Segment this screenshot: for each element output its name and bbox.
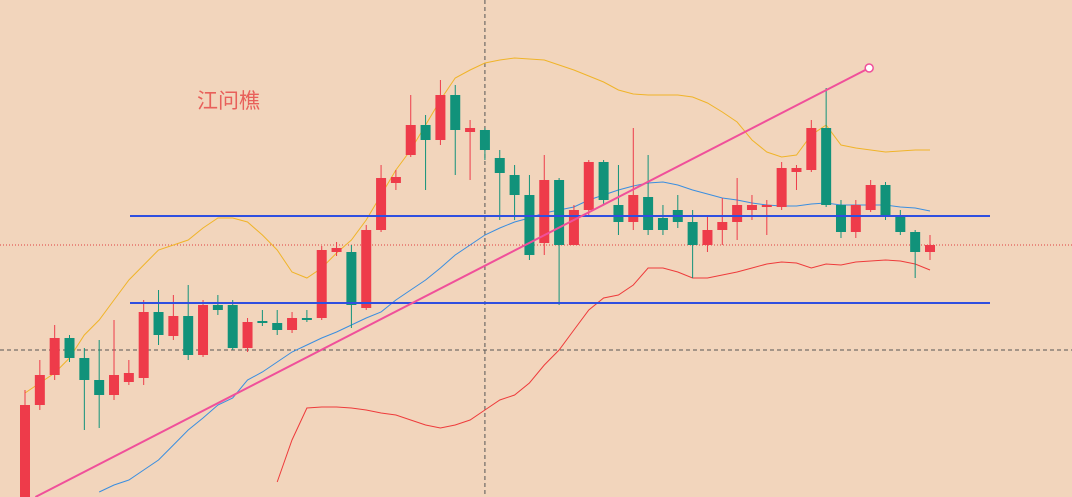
candle-body <box>554 180 565 245</box>
candle-body <box>49 338 60 375</box>
candle-body <box>865 185 876 210</box>
candle-body <box>301 318 312 320</box>
candle-body <box>776 168 787 207</box>
annotation: 江问樵 <box>197 89 260 113</box>
candle-body <box>850 205 861 232</box>
candle-body <box>702 230 713 245</box>
candle-body <box>643 197 654 230</box>
candle-body <box>806 128 817 170</box>
candle-body <box>79 358 90 380</box>
candle-body <box>717 222 728 230</box>
candle-body <box>20 405 30 497</box>
candle-body <box>450 95 461 130</box>
candle-body <box>687 222 698 245</box>
candle-body <box>346 252 357 305</box>
candle-body <box>479 130 490 150</box>
candle-body <box>376 178 387 230</box>
candle-body <box>420 125 431 140</box>
candle-body <box>925 245 935 252</box>
candle-body <box>746 205 757 210</box>
candle-body <box>361 230 372 308</box>
candle-body <box>628 195 639 222</box>
band-line <box>24 57 930 394</box>
candle-body <box>168 316 179 336</box>
candle-body <box>598 162 609 200</box>
candle-body <box>821 128 832 205</box>
candle-body <box>331 248 342 252</box>
candle-body <box>465 128 476 132</box>
candle-body <box>583 162 594 210</box>
trend-line <box>34 67 870 497</box>
candle-body <box>732 205 743 222</box>
candle-body <box>435 95 446 140</box>
candle-body <box>835 205 846 232</box>
candle-body <box>272 323 283 330</box>
candle-body <box>257 321 268 323</box>
candle-body <box>910 232 921 252</box>
candle-body <box>568 210 579 245</box>
candle-body <box>539 180 550 243</box>
candle-body <box>212 305 223 310</box>
candle-body <box>509 175 520 195</box>
candle-body <box>613 205 624 222</box>
candle-body <box>287 318 298 330</box>
candle-body <box>153 312 164 335</box>
trend-handle <box>864 63 874 73</box>
candle-body <box>880 185 891 215</box>
candle-body <box>242 322 253 348</box>
candle-body <box>64 338 75 358</box>
candle-body <box>138 312 149 378</box>
candle-body <box>405 125 416 155</box>
candle-body <box>791 168 802 172</box>
candle-body <box>657 218 668 230</box>
candle-body <box>109 375 120 395</box>
candle-body <box>494 158 505 173</box>
candle-body <box>123 373 134 382</box>
candle-body <box>227 305 238 348</box>
candle-body <box>316 250 327 318</box>
candle-body <box>524 195 535 255</box>
candle-body <box>895 217 906 232</box>
band-line <box>276 259 931 483</box>
candle-body <box>183 316 194 355</box>
candle-body <box>94 380 105 395</box>
candle-body <box>198 305 209 355</box>
candle-body <box>34 375 45 405</box>
candle-body <box>390 177 401 183</box>
candle-body <box>761 205 772 207</box>
